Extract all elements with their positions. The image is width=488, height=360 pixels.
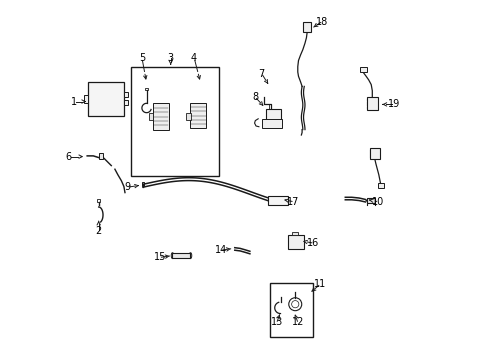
Bar [302, 22, 311, 32]
Bar [269, 283, 312, 337]
Text: 1: 1 [71, 96, 77, 107]
Bar [145, 88, 148, 90]
Text: 16: 16 [306, 238, 318, 248]
Bar [369, 148, 379, 159]
Bar [123, 100, 127, 105]
Bar [88, 82, 123, 116]
Bar [366, 198, 374, 203]
Text: 5: 5 [139, 53, 145, 63]
Text: 6: 6 [65, 152, 72, 162]
Bar [366, 97, 377, 110]
Bar [172, 253, 190, 258]
Bar [131, 67, 219, 176]
Text: 18: 18 [315, 17, 327, 27]
Text: 10: 10 [371, 197, 383, 207]
Bar [97, 199, 101, 202]
Text: 7: 7 [258, 69, 264, 79]
Bar [123, 92, 127, 97]
Bar [265, 109, 280, 120]
Text: 19: 19 [387, 99, 399, 109]
Bar [288, 235, 303, 249]
Bar [148, 113, 153, 120]
Bar [267, 196, 287, 205]
Bar [190, 103, 206, 128]
Bar [291, 232, 297, 235]
Bar [261, 119, 281, 128]
Text: 9: 9 [124, 182, 130, 192]
Text: 8: 8 [252, 92, 258, 102]
Bar [83, 95, 88, 103]
Text: 12: 12 [291, 317, 304, 327]
Text: 13: 13 [270, 317, 283, 327]
Bar [377, 183, 384, 188]
Text: 3: 3 [167, 53, 173, 63]
Bar [99, 153, 103, 159]
Bar [141, 182, 144, 186]
Text: 4: 4 [191, 53, 197, 63]
Text: 17: 17 [286, 197, 299, 207]
Text: 14: 14 [215, 245, 227, 255]
Text: 2: 2 [95, 226, 102, 236]
Text: 11: 11 [313, 279, 325, 289]
Bar [359, 67, 366, 72]
Text: 15: 15 [153, 252, 166, 262]
Bar [186, 113, 190, 120]
Bar [153, 103, 168, 130]
